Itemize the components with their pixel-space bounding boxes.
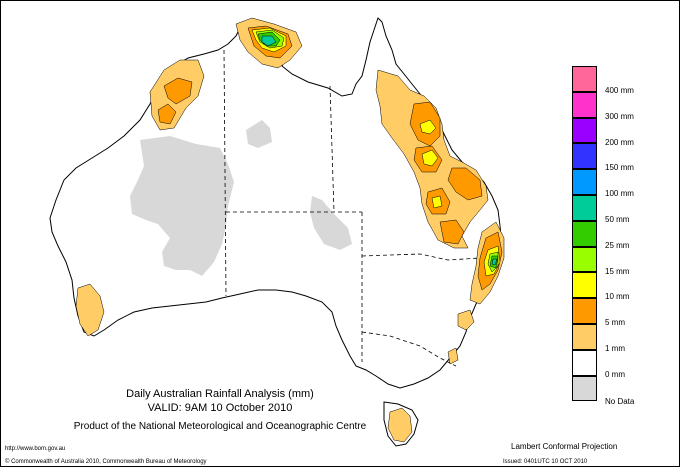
rain-swwa-1mm <box>75 283 105 337</box>
issued-time: Issued: 0401UTC 10 OCT 2010 <box>503 459 588 465</box>
rain-kimberley-5mm <box>163 77 193 105</box>
rain-qld-5mm-c <box>447 167 483 201</box>
rain-kimberley-5mm-b <box>157 103 177 125</box>
rain-qld-5mm-e <box>439 219 465 245</box>
legend-swatch <box>572 143 597 170</box>
copyright-notice: © Commonwealth of Australia 2010, Common… <box>5 459 207 465</box>
rain-tas-1mm <box>387 407 413 443</box>
legend-label: 10 mm <box>605 292 630 302</box>
nodata-nt-interior <box>246 120 272 148</box>
nodata-sa-north <box>310 196 352 250</box>
rain-nsw-1mm <box>457 309 475 331</box>
legend-swatch <box>572 272 597 299</box>
valid-date: VALID: 9AM 10 October 2010 <box>147 402 293 414</box>
border-qld-nsw <box>361 251 499 261</box>
legend-label: 200 mm <box>605 137 634 147</box>
projection-label: Lambert Conformal Projection <box>511 442 618 451</box>
rain-vic-east-1mm <box>447 347 459 365</box>
legend-label: 5 mm <box>605 318 625 328</box>
border-nsw-vic <box>361 331 457 367</box>
legend-label: 25 mm <box>605 240 630 250</box>
legend-swatch <box>572 220 597 247</box>
nodata-wa-interior <box>130 136 234 276</box>
legend-swatch <box>572 169 597 195</box>
legend-swatch <box>572 323 597 350</box>
legend-swatch <box>572 298 597 324</box>
legend-label: 50 mm <box>605 214 630 224</box>
rain-qld-10mm-a <box>419 119 437 135</box>
nodata-regions <box>130 120 352 276</box>
product-credit: Product of the National Meteorological a… <box>73 421 367 432</box>
legend-label: 1 mm <box>605 343 625 353</box>
legend-swatch <box>572 117 597 144</box>
legend-label: 150 mm <box>605 163 634 173</box>
border-nt-qld <box>329 85 335 213</box>
border-wa <box>223 49 227 297</box>
legend-swatch <box>572 349 597 376</box>
rain-seq-50mm <box>491 258 498 266</box>
legend-label: 0 mm <box>605 369 625 379</box>
legend-label: 15 mm <box>605 266 630 276</box>
legend-label: 100 mm <box>605 189 634 199</box>
rain-topend-50mm <box>261 35 277 47</box>
legend-nodata-label: No Data <box>605 397 635 406</box>
legend-swatch <box>572 194 597 221</box>
bom-url[interactable]: http://www.bom.gov.au <box>5 446 66 452</box>
legend-swatch <box>572 66 597 92</box>
legend-swatch <box>572 91 597 118</box>
legend-label: 300 mm <box>605 111 634 121</box>
legend-swatch <box>572 375 597 402</box>
legend-label: 400 mm <box>605 86 634 95</box>
rainfall-areas <box>75 17 505 443</box>
map-title: Daily Australian Rainfall Analysis (mm) <box>126 388 314 400</box>
state-borders <box>223 49 499 367</box>
rain-qld-10mm-b <box>421 149 439 167</box>
legend-swatch <box>572 246 597 273</box>
rain-qld-10mm-c <box>431 195 443 209</box>
